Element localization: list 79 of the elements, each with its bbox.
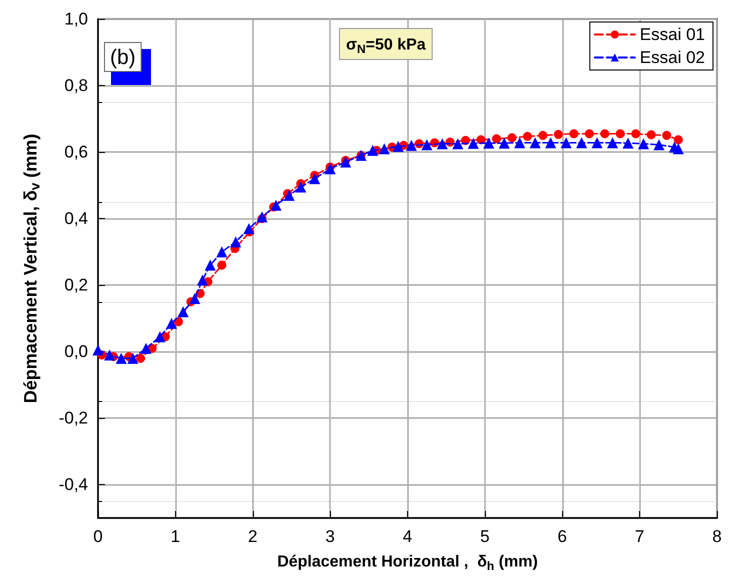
point: [569, 129, 578, 138]
point: [127, 352, 138, 364]
point: [216, 246, 228, 258]
point: [545, 137, 556, 148]
legend-label: Essai 01: [640, 25, 705, 44]
y-tick-label: 0,2: [64, 276, 88, 295]
point: [672, 143, 684, 154]
x-tick-label: 5: [480, 527, 490, 546]
point: [324, 163, 336, 174]
y-tick-label: -0,2: [58, 408, 88, 428]
point: [140, 342, 152, 354]
point: [196, 274, 208, 286]
point: [560, 137, 572, 148]
point: [607, 137, 618, 148]
point: [367, 144, 378, 156]
point: [116, 352, 127, 364]
point: [270, 200, 282, 211]
point: [284, 190, 295, 201]
point: [421, 139, 432, 150]
point: [483, 138, 494, 149]
point: [592, 137, 603, 148]
x-tick-label: 3: [325, 527, 335, 546]
point: [309, 173, 320, 184]
point: [554, 130, 563, 139]
point: [646, 130, 656, 140]
point: [392, 140, 404, 152]
point: [104, 349, 116, 360]
point: [584, 129, 594, 138]
point: [217, 260, 226, 270]
annotation: (b): [110, 46, 136, 69]
point: [166, 318, 178, 329]
point: [538, 130, 548, 140]
point: [622, 138, 634, 149]
x-tick-label: 7: [634, 527, 644, 546]
y-tick-label: -0,4: [58, 475, 88, 494]
point: [514, 137, 526, 148]
y-tick-label: 0,6: [64, 142, 88, 162]
point: [638, 138, 649, 150]
point: [507, 133, 516, 142]
point: [230, 236, 242, 248]
point: [674, 135, 683, 144]
point: [295, 181, 306, 192]
point: [653, 139, 664, 150]
x-tick-label: 0: [93, 527, 103, 546]
x-tick-label: 8: [712, 527, 722, 546]
point: [522, 132, 532, 141]
point: [498, 138, 510, 149]
legend-label: Essai 02: [640, 48, 705, 67]
point: [154, 331, 166, 342]
point: [530, 137, 541, 148]
x-tick-label: 4: [402, 527, 412, 546]
point: [340, 156, 352, 168]
point: [256, 211, 268, 222]
point: [406, 140, 417, 151]
point: [378, 143, 390, 154]
point: [174, 317, 183, 326]
point: [136, 354, 146, 363]
point: [616, 129, 625, 138]
point: [492, 134, 501, 144]
point: [178, 306, 189, 318]
y-tick-label: 0,4: [64, 209, 88, 228]
point: [452, 138, 464, 150]
y-tick-label: 0,0: [64, 342, 88, 362]
point: [631, 129, 640, 138]
point: [662, 130, 672, 140]
y-tick-label: 0,8: [64, 76, 88, 96]
point: [576, 137, 588, 148]
x-tick-label: 2: [248, 527, 258, 546]
point: [92, 344, 104, 356]
point: [243, 223, 254, 234]
y-tick-label: 1,0: [64, 10, 88, 28]
x-tick-label: 6: [558, 527, 567, 546]
x-tick-label: 1: [170, 527, 180, 546]
y-axis-title: Dépmacement Vertical, δv (mm): [20, 134, 42, 404]
point: [204, 260, 216, 271]
point: [600, 129, 610, 138]
point: [436, 138, 448, 150]
point: [468, 138, 479, 149]
point: [189, 292, 200, 304]
